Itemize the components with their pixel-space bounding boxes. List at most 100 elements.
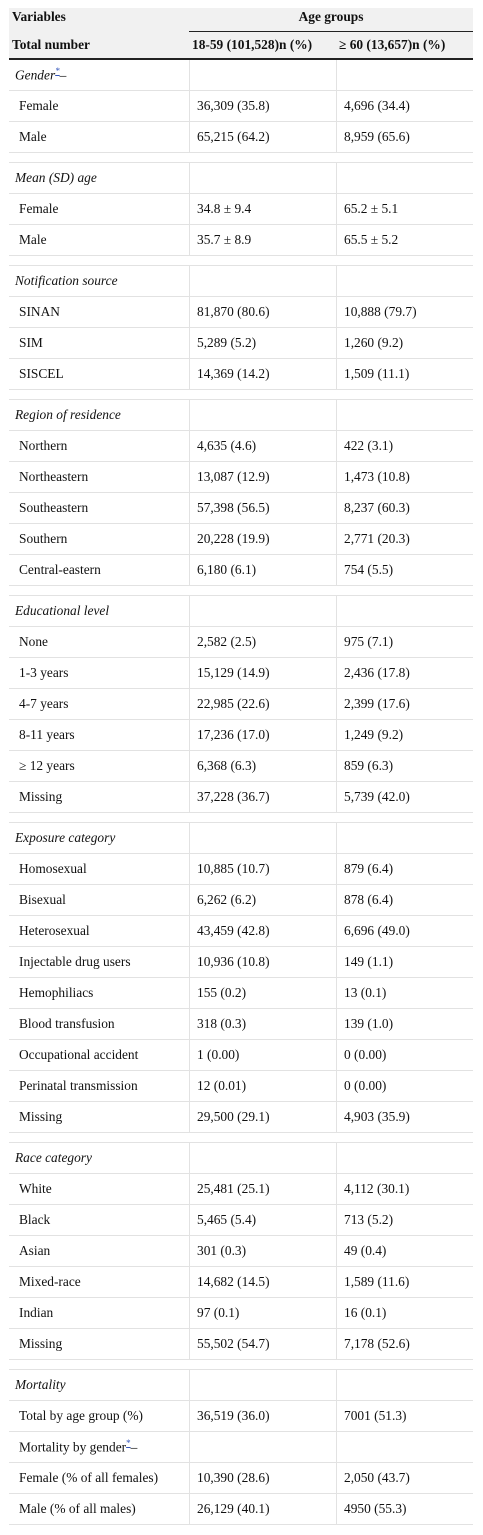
row-label-cell: SIM bbox=[9, 328, 189, 359]
value-18-59-cell: 55,502 (54.7) bbox=[189, 1329, 336, 1360]
row-label: 1-3 years bbox=[19, 665, 69, 680]
row-label: SIM bbox=[19, 335, 43, 350]
section-title-cell: Notification source bbox=[9, 266, 189, 297]
value-60-plus-cell: 422 (3.1) bbox=[336, 431, 474, 462]
empty-cell bbox=[336, 400, 474, 431]
value-60-plus-cell: 1,260 (9.2) bbox=[336, 328, 474, 359]
value-18-59-cell: 318 (0.3) bbox=[189, 1009, 336, 1040]
value-18-59-cell: 301 (0.3) bbox=[189, 1236, 336, 1267]
value-60-plus-cell: 16 (0.1) bbox=[336, 1298, 474, 1329]
spacer-cell bbox=[9, 586, 474, 596]
footnote-link[interactable]: * bbox=[55, 66, 60, 77]
value-18-59-cell: 12 (0.01) bbox=[189, 1071, 336, 1102]
row-label-cell: Missing bbox=[9, 1329, 189, 1360]
value-60-plus-cell: 754 (5.5) bbox=[336, 555, 474, 586]
value-18-59-cell: 97 (0.1) bbox=[189, 1298, 336, 1329]
table-row: Hemophiliacs 155 (0.2) 13 (0.1) bbox=[9, 978, 474, 1009]
row-label: Female (% of all females) bbox=[19, 1470, 159, 1485]
section-title: Notification source bbox=[15, 273, 118, 288]
value-18-59-cell: 57,398 (56.5) bbox=[189, 493, 336, 524]
empty-cell bbox=[336, 60, 474, 91]
header-row-1: Variables Age groups bbox=[9, 8, 474, 32]
value-18-59-cell: 43,459 (42.8) bbox=[189, 916, 336, 947]
row-label-cell: SINAN bbox=[9, 297, 189, 328]
empty-cell bbox=[336, 266, 474, 297]
row-label-cell: Total by age group (%) bbox=[9, 1401, 189, 1432]
empty-cell bbox=[189, 266, 336, 297]
row-label-cell: Northeastern bbox=[9, 462, 189, 493]
section-header-row: Region of residence bbox=[9, 400, 474, 431]
row-label-cell: Black bbox=[9, 1205, 189, 1236]
row-label: Male (% of all males) bbox=[19, 1501, 136, 1516]
variables-header: Variables bbox=[9, 8, 189, 32]
row-label-cell: Mixed-race bbox=[9, 1267, 189, 1298]
table-row: Black 5,465 (5.4) 713 (5.2) bbox=[9, 1205, 474, 1236]
value-60-plus-cell: 878 (6.4) bbox=[336, 885, 474, 916]
age-groups-header: Age groups bbox=[189, 8, 474, 32]
section-spacer bbox=[9, 153, 474, 163]
table-row: Missing 29,500 (29.1) 4,903 (35.9) bbox=[9, 1102, 474, 1133]
age-groups-table: Variables Age groups Total number 18-59 … bbox=[9, 8, 474, 1525]
section-header-row: Mortality bbox=[9, 1370, 474, 1401]
value-60-plus-cell: 4950 (55.3) bbox=[336, 1494, 474, 1525]
table-row: Southeastern 57,398 (56.5) 8,237 (60.3) bbox=[9, 493, 474, 524]
spacer-cell bbox=[9, 390, 474, 400]
empty-cell bbox=[189, 823, 336, 854]
row-label-cell: 4-7 years bbox=[9, 689, 189, 720]
row-label-cell: ≥ 12 years bbox=[9, 751, 189, 782]
value-18-59-cell: 14,369 (14.2) bbox=[189, 359, 336, 390]
value-18-59-cell: 37,228 (36.7) bbox=[189, 782, 336, 813]
value-18-59-cell: 81,870 (80.6) bbox=[189, 297, 336, 328]
value-18-59-cell: 22,985 (22.6) bbox=[189, 689, 336, 720]
value-18-59-cell: 36,519 (36.0) bbox=[189, 1401, 336, 1432]
row-label: Missing bbox=[19, 1336, 63, 1351]
table-row: Female (% of all females) 10,390 (28.6) 2,… bbox=[9, 1463, 474, 1494]
value-18-59-cell: 36,309 (35.8) bbox=[189, 91, 336, 122]
value-18-59-cell: 15,129 (14.9) bbox=[189, 658, 336, 689]
value-18-59-cell: 5,465 (5.4) bbox=[189, 1205, 336, 1236]
column-header-18-59: 18-59 (101,528)n (%) bbox=[189, 32, 336, 60]
section-spacer bbox=[9, 813, 474, 823]
spacer-cell bbox=[9, 153, 474, 163]
value-60-plus-cell: 2,050 (43.7) bbox=[336, 1463, 474, 1494]
value-18-59-cell: 25,481 (25.1) bbox=[189, 1174, 336, 1205]
section-title: Gender bbox=[15, 67, 56, 83]
value-18-59-cell: 10,885 (10.7) bbox=[189, 854, 336, 885]
empty-cell bbox=[336, 823, 474, 854]
value-18-59-cell: 35.7 ± 8.9 bbox=[189, 225, 336, 256]
row-label: Bisexual bbox=[19, 892, 66, 907]
section-title-cell: Exposure category bbox=[9, 823, 189, 854]
row-label: Mortality by gender bbox=[19, 1439, 127, 1455]
row-label: Central-eastern bbox=[19, 562, 101, 577]
table-row: Male 35.7 ± 8.9 65.5 ± 5.2 bbox=[9, 225, 474, 256]
section-spacer bbox=[9, 1133, 474, 1143]
value-18-59-cell: 26,129 (40.1) bbox=[189, 1494, 336, 1525]
row-label: Injectable drug users bbox=[19, 954, 131, 969]
section-title-cell: Gender*– bbox=[9, 60, 189, 91]
empty-cell bbox=[336, 163, 474, 194]
value-60-plus-cell: 49 (0.4) bbox=[336, 1236, 474, 1267]
row-label: Southeastern bbox=[19, 500, 89, 515]
row-label: Missing bbox=[19, 789, 63, 804]
footnote-link[interactable]: * bbox=[126, 1438, 131, 1449]
value-60-plus-cell: 859 (6.3) bbox=[336, 751, 474, 782]
value-60-plus-cell: 1,473 (10.8) bbox=[336, 462, 474, 493]
value-18-59-cell: 6,368 (6.3) bbox=[189, 751, 336, 782]
row-label-cell: 8-11 years bbox=[9, 720, 189, 751]
table-body: Gender*– Female 36,309 (35.8) 4,696 (34.4) M… bbox=[9, 60, 474, 1525]
footnote-marker[interactable]: * bbox=[126, 1438, 131, 1448]
row-label: Northern bbox=[19, 438, 68, 453]
value-60-plus-cell: 1,249 (9.2) bbox=[336, 720, 474, 751]
empty-cell bbox=[189, 596, 336, 627]
footnote-marker[interactable]: * bbox=[55, 66, 60, 76]
empty-cell bbox=[336, 1143, 474, 1174]
row-label-cell: Bisexual bbox=[9, 885, 189, 916]
value-18-59-cell: 5,289 (5.2) bbox=[189, 328, 336, 359]
row-label: 8-11 years bbox=[19, 727, 75, 742]
section-title-cell: Race category bbox=[9, 1143, 189, 1174]
value-60-plus-cell bbox=[336, 1432, 474, 1463]
section-header-row: Educational level bbox=[9, 596, 474, 627]
value-60-plus-cell: 1,509 (11.1) bbox=[336, 359, 474, 390]
value-60-plus-cell: 10,888 (79.7) bbox=[336, 297, 474, 328]
table-row: Asian 301 (0.3) 49 (0.4) bbox=[9, 1236, 474, 1267]
